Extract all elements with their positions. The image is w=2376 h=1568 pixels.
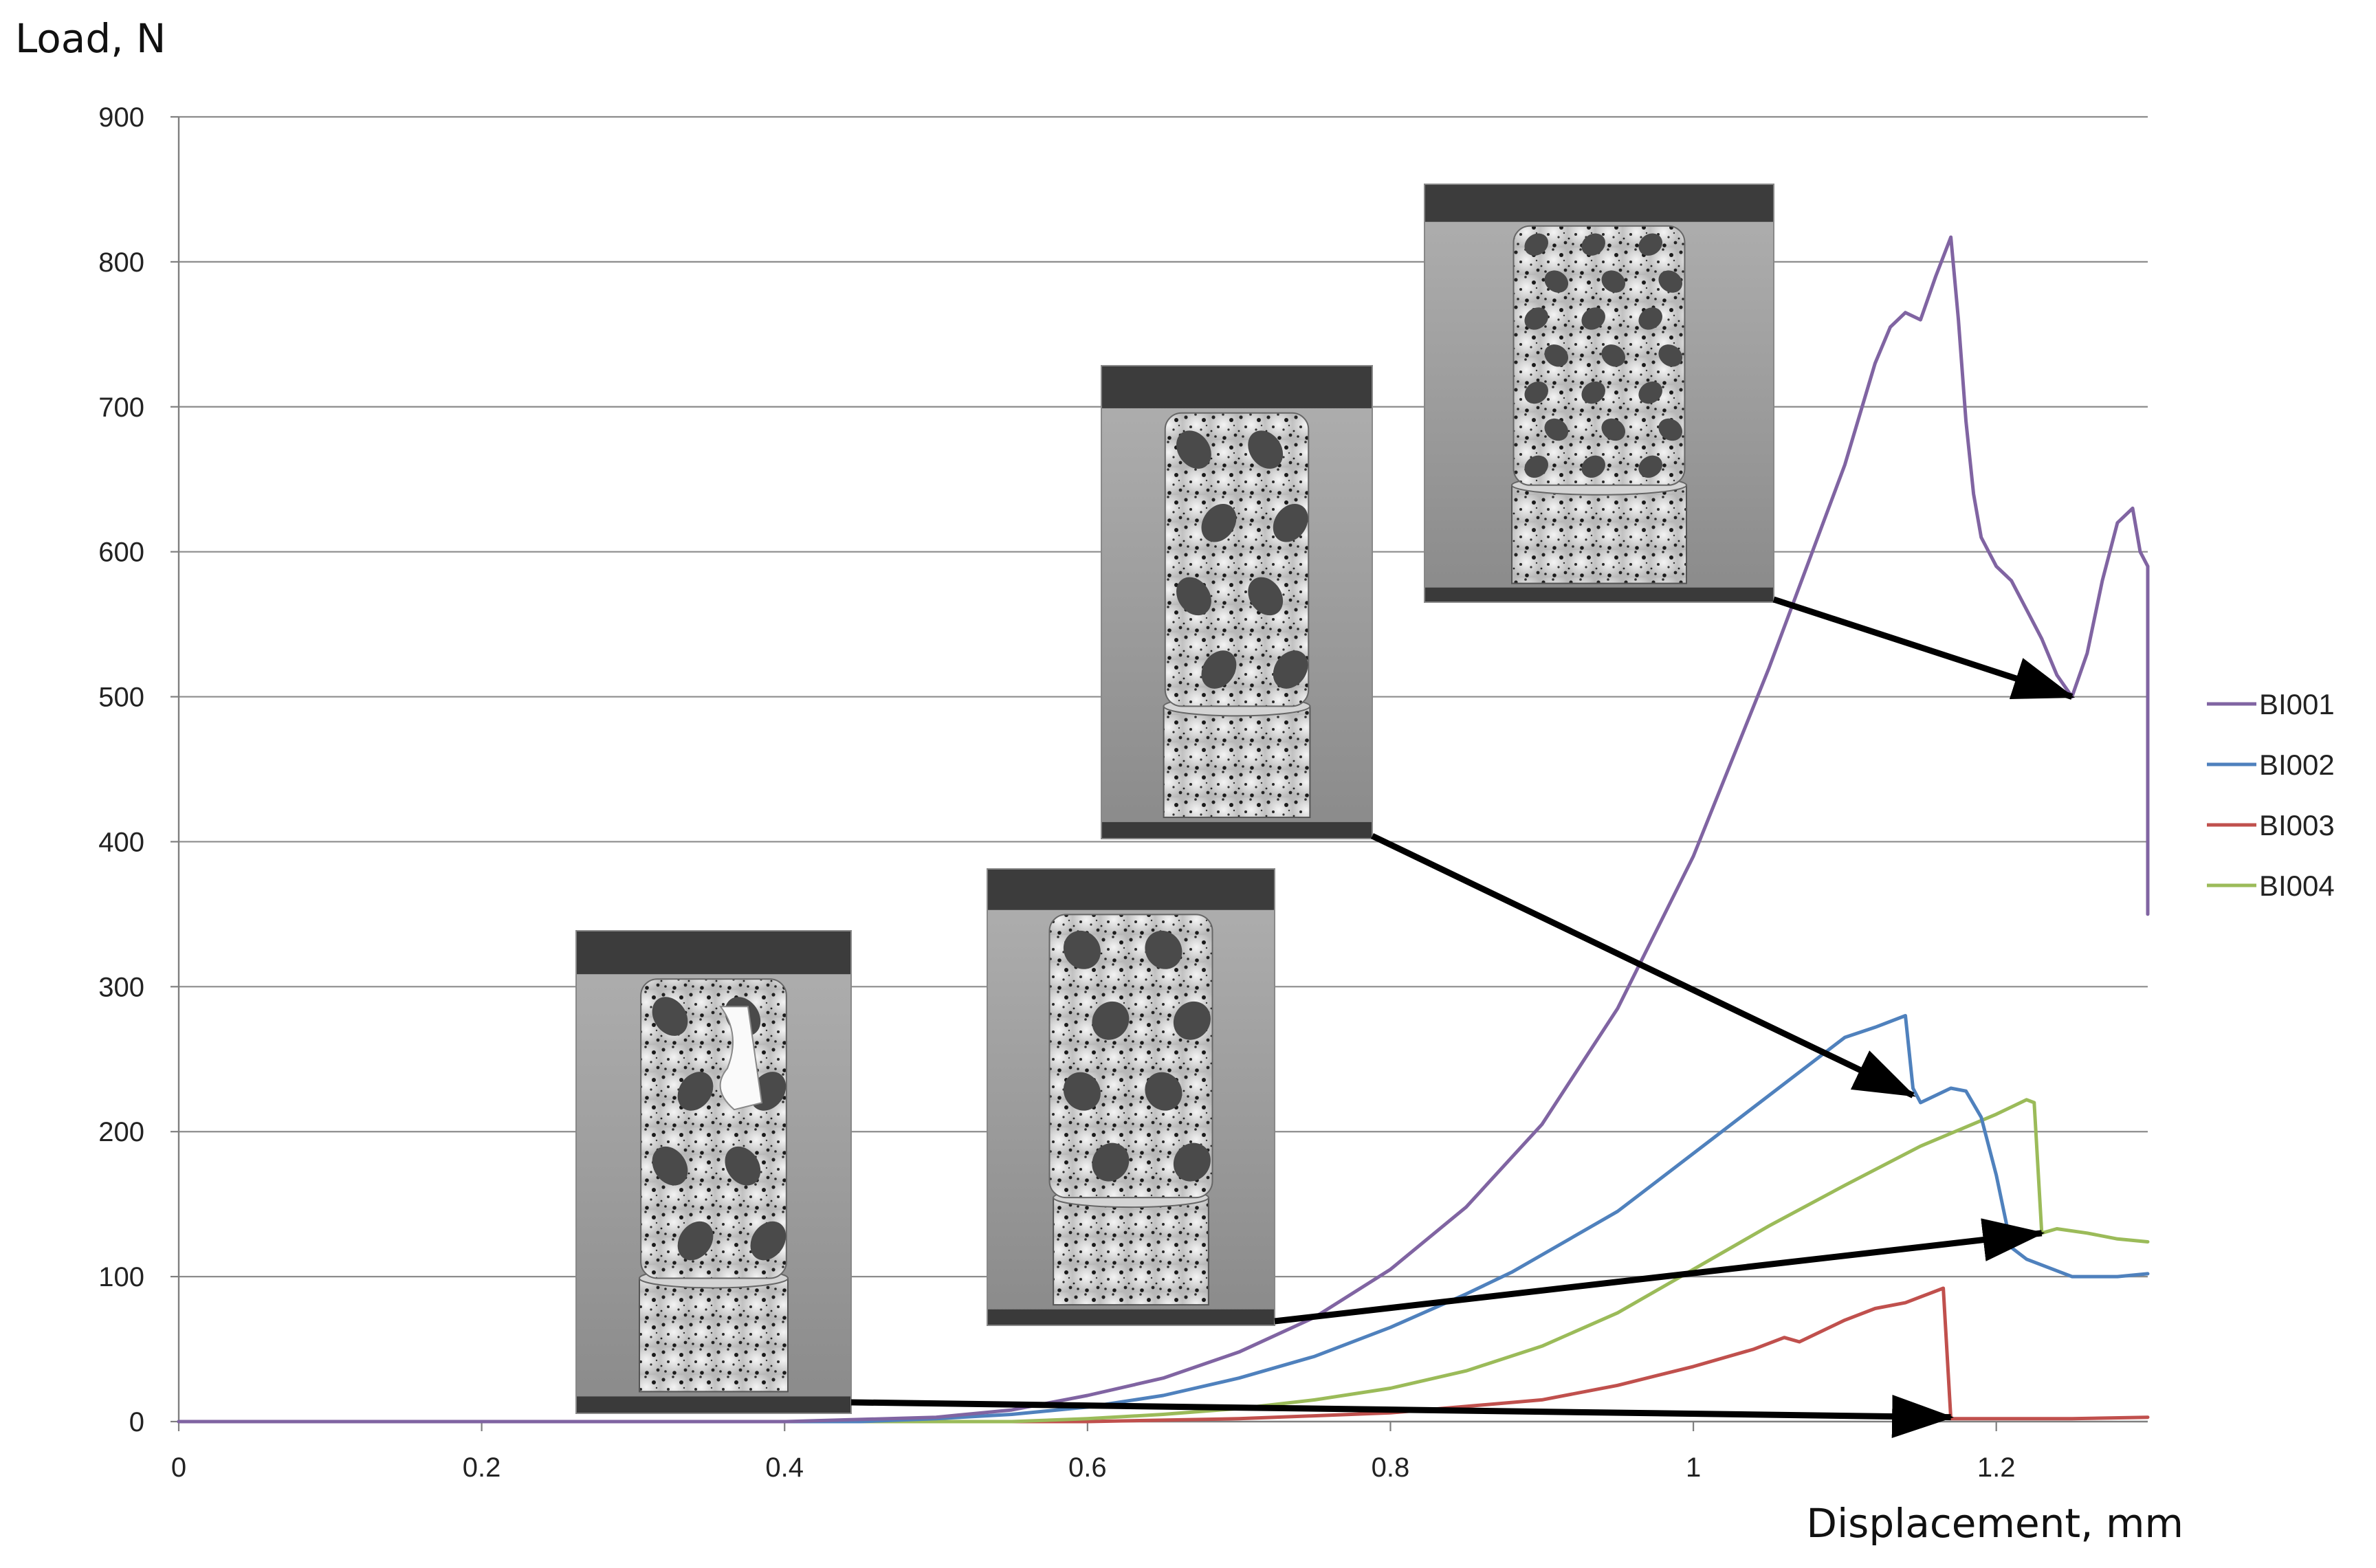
y-tick-label: 600 bbox=[98, 538, 144, 568]
y-tick-label: 400 bbox=[98, 827, 144, 857]
y-tick-label: 500 bbox=[98, 683, 144, 713]
arrow-to-bi001-valley bbox=[1772, 596, 2076, 700]
x-tick-label: 0.8 bbox=[1372, 1453, 1410, 1483]
arrow-to-bi003-failure bbox=[850, 1395, 1955, 1439]
series-line-bi001 bbox=[177, 235, 2150, 1424]
y-axis-title: Load, N bbox=[15, 15, 166, 62]
specimen-photo-buckled bbox=[1101, 365, 1373, 839]
legend-label: BI002 bbox=[2259, 749, 2335, 781]
arrow-to-bi004-failure bbox=[1274, 1218, 2045, 1325]
series-line-bi002 bbox=[177, 1014, 2150, 1424]
x-tick-label: 1.2 bbox=[1977, 1453, 2016, 1483]
series-line-bi004 bbox=[177, 1098, 2150, 1424]
x-tick-label: 0.4 bbox=[765, 1453, 804, 1483]
specimen-photos bbox=[575, 184, 1774, 1414]
y-tick-label: 0 bbox=[129, 1407, 144, 1437]
legend-label: BI004 bbox=[2259, 870, 2335, 902]
legend: BI001 BI002 BI003 BI004 bbox=[2207, 688, 2335, 902]
x-tick-label: 0.6 bbox=[1068, 1453, 1107, 1483]
y-tick-label: 800 bbox=[98, 247, 144, 278]
y-tick-label: 900 bbox=[98, 102, 144, 133]
annotation-arrows bbox=[850, 596, 2076, 1439]
y-tick-label: 200 bbox=[98, 1117, 144, 1147]
legend-label: BI003 bbox=[2259, 809, 2335, 841]
y-tick-label: 700 bbox=[98, 393, 144, 423]
legend-label: BI001 bbox=[2259, 688, 2335, 720]
arrow-to-bi002-failure bbox=[1371, 832, 1916, 1098]
x-tick-label: 0 bbox=[171, 1453, 186, 1483]
y-tick-label: 100 bbox=[98, 1262, 144, 1292]
x-tick-label: 1 bbox=[1686, 1453, 1701, 1483]
x-tick-labels: 0 0.2 0.4 0.6 0.8 1 1.2 bbox=[171, 1453, 2016, 1483]
specimen-photo-fractured bbox=[575, 930, 852, 1414]
specimen-photo-crushed bbox=[987, 868, 1275, 1326]
x-tick-label: 0.2 bbox=[463, 1453, 501, 1483]
specimen-photo-compressed bbox=[1424, 184, 1774, 603]
x-axis-title: Displacement, mm bbox=[1806, 1500, 2184, 1547]
y-tick-labels: 0 100 200 300 400 500 600 700 800 900 bbox=[98, 102, 144, 1437]
y-tick-label: 300 bbox=[98, 972, 144, 1002]
